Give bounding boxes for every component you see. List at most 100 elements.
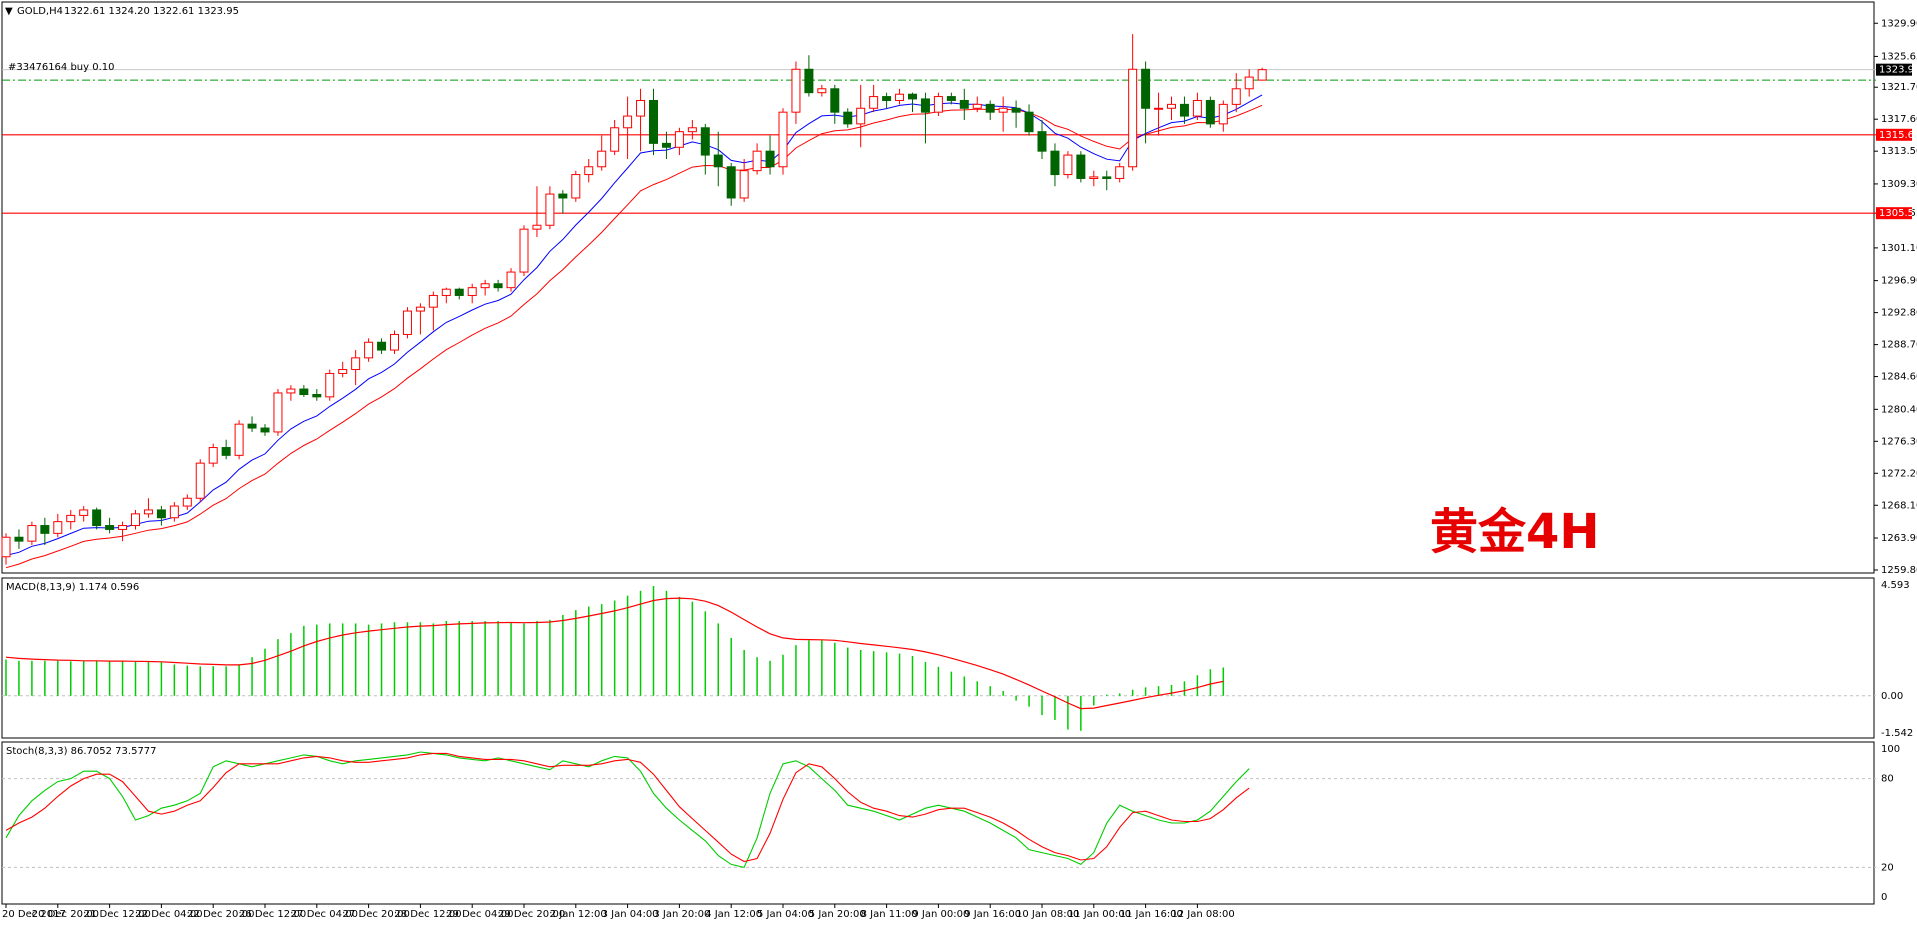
candle-body	[972, 103, 982, 109]
candles-layer	[1, 34, 1267, 565]
candle-body	[739, 170, 749, 199]
candle-body	[1128, 68, 1138, 168]
candle-body	[920, 98, 930, 113]
candle-body	[1089, 176, 1099, 179]
price-tick-label: 1317.60	[1881, 114, 1917, 125]
candle-body	[402, 310, 412, 335]
stoch-tick-label: 0	[1881, 892, 1887, 903]
ohlc-label: 1322.61 1324.20 1322.61 1323.95	[64, 6, 239, 17]
candle-body	[804, 68, 814, 94]
candle-body	[351, 357, 361, 371]
price-tick-label: 1296.90	[1881, 276, 1917, 287]
time-tick-label: 29 Dec 04:00	[446, 909, 513, 920]
price-tick-label: 1309.30	[1881, 179, 1917, 190]
candle-body	[260, 427, 270, 433]
macd-tick-label: -1.542	[1881, 728, 1913, 739]
symbol-label: GOLD,H4	[17, 6, 63, 17]
price-tick-label: 1263.90	[1881, 533, 1917, 544]
current-price-tag	[1876, 63, 1912, 76]
price-tick-label: 1313.50	[1881, 146, 1917, 157]
stoch-signal-line	[5, 752, 1250, 863]
candle-body	[480, 283, 490, 289]
candle-body	[1050, 150, 1060, 176]
candle-body	[454, 288, 464, 296]
candle-body	[674, 131, 684, 148]
stoch-axis-ticks: 100 80 20 0	[1881, 744, 1900, 903]
time-tick-label: 8 Jan 11:00	[861, 909, 918, 920]
candle-body	[985, 103, 995, 113]
candle-body	[208, 447, 218, 464]
ma-slow-line	[5, 104, 1263, 569]
time-tick-label: 27 Dec 04:00	[291, 909, 358, 920]
time-tick-label: 11 Jan 00:00	[1068, 909, 1131, 920]
candle-body	[493, 283, 503, 289]
order-label: #33476164 buy 0.10	[8, 62, 115, 73]
candle-body	[1192, 99, 1202, 117]
candle-body	[532, 224, 542, 230]
candle-body	[1218, 103, 1228, 125]
candle-body	[312, 394, 322, 398]
candle-body	[1167, 103, 1176, 109]
candle-body	[1011, 107, 1021, 113]
candle-body	[182, 497, 192, 507]
candle-body	[1179, 103, 1189, 117]
candle-body	[118, 525, 128, 530]
level-price-tag	[1876, 207, 1912, 220]
price-tick-label: 1272.20	[1881, 468, 1917, 479]
candle-body	[791, 68, 801, 113]
candle-body	[661, 142, 671, 148]
price-tick-label: 1280.40	[1881, 404, 1917, 415]
candle-body	[687, 127, 697, 133]
stoch-layer	[2, 751, 1876, 869]
stoch-main-line	[5, 751, 1250, 869]
candle-body	[1, 536, 11, 558]
candle-body	[390, 333, 399, 351]
time-tick-label: 27 Dec 20:00	[343, 909, 410, 920]
time-tick-label: 2 Jan 12:00	[550, 909, 607, 920]
candle-body	[286, 388, 296, 394]
candle-body	[221, 447, 231, 456]
candle-body	[895, 93, 905, 101]
price-tick-label: 1259.80	[1881, 565, 1917, 576]
time-tick-label: 11 Jan 16:00	[1120, 909, 1183, 920]
candle-body	[610, 127, 620, 152]
moving-averages-layer	[5, 94, 1263, 569]
candle-body	[377, 341, 387, 351]
time-tick-label: 12 Jan 08:00	[1171, 909, 1234, 920]
collapse-triangle-icon[interactable]: ▼	[5, 6, 13, 17]
candle-body	[908, 93, 917, 100]
candle-body	[14, 536, 24, 542]
candle-body	[415, 306, 425, 312]
price-tick-label: 1276.30	[1881, 436, 1917, 447]
macd-axis-ticks: 4.593 0.00 -1.542	[1881, 580, 1913, 739]
candle-body	[92, 509, 102, 527]
candle-body	[338, 369, 348, 374]
candle-body	[428, 294, 438, 308]
macd-panel-frame	[1, 577, 1875, 739]
candle-body	[506, 271, 516, 289]
stoch-tick-label: 100	[1881, 744, 1900, 755]
candle-body	[441, 288, 451, 296]
stoch-tick-label: 80	[1881, 774, 1894, 785]
candle-body	[195, 462, 205, 499]
candle-body	[79, 509, 89, 516]
time-tick-label: 20 Dec 20:00	[32, 909, 99, 920]
candle-body	[700, 127, 710, 156]
candle-body	[765, 150, 775, 168]
candle-body	[364, 341, 374, 359]
time-tick-label: 10 Jan 08:00	[1016, 909, 1079, 920]
candle-body	[131, 513, 140, 527]
candle-body	[726, 166, 736, 199]
candle-body	[713, 154, 723, 168]
candle-body	[959, 99, 969, 109]
candle-body	[933, 96, 943, 113]
candle-body	[169, 505, 179, 519]
candle-body	[545, 193, 555, 226]
macd-tick-label: 4.593	[1881, 580, 1910, 591]
time-tick-label: 3 Jan 04:00	[602, 909, 659, 920]
candle-body	[869, 96, 879, 109]
candle-body	[273, 392, 283, 433]
time-tick-label: 5 Jan 20:00	[809, 909, 866, 920]
candle-body	[156, 509, 166, 519]
